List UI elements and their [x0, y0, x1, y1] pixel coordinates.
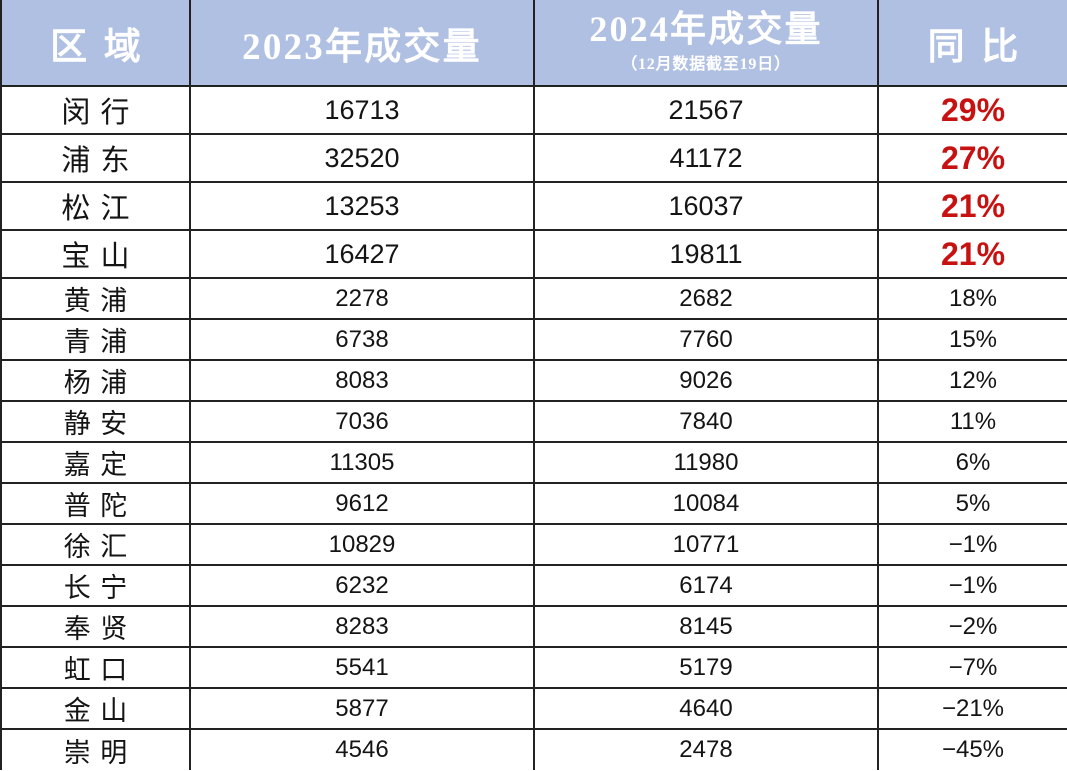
table-row: 闵行 16713 21567 29%: [0, 85, 1067, 135]
volume-2024-cell: 6174: [533, 564, 879, 607]
volume-2024-cell: 10084: [533, 482, 879, 525]
yoy-cell: −45%: [877, 728, 1067, 770]
volume-2023-cell: 5877: [189, 687, 535, 730]
yoy-cell: 29%: [877, 85, 1067, 135]
table-row: 杨浦 8083 9026 12%: [0, 359, 1067, 402]
table-row: 松江 13253 16037 21%: [0, 181, 1067, 231]
header-label-2023-volume: 2023年成交量: [242, 26, 482, 68]
yoy-cell: −7%: [877, 646, 1067, 689]
volume-2023-cell: 2278: [189, 277, 535, 320]
yoy-cell: −2%: [877, 605, 1067, 648]
volume-2023-cell: 13253: [189, 181, 535, 231]
yoy-cell: 21%: [877, 181, 1067, 231]
district-cell: 浦东: [0, 133, 191, 183]
table-row: 浦东 32520 41172 27%: [0, 133, 1067, 183]
district-cell: 虹口: [0, 646, 191, 689]
yoy-cell: 21%: [877, 229, 1067, 279]
district-cell: 金山: [0, 687, 191, 730]
table-row: 奉贤 8283 8145 −2%: [0, 605, 1067, 648]
volume-2024-cell: 2682: [533, 277, 879, 320]
header-cell-2024-volume: 2024年成交量 （12月数据截至19日）: [533, 0, 879, 87]
district-cell: 普陀: [0, 482, 191, 525]
district-cell: 宝山: [0, 229, 191, 279]
volume-2024-cell: 7760: [533, 318, 879, 361]
header-sublabel-2024-cutoff-note: （12月数据截至19日）: [621, 56, 791, 74]
district-cell: 嘉定: [0, 441, 191, 484]
volume-2023-cell: 8083: [189, 359, 535, 402]
table-row: 黄浦 2278 2682 18%: [0, 277, 1067, 320]
volume-2023-cell: 11305: [189, 441, 535, 484]
district-cell: 青浦: [0, 318, 191, 361]
header-cell-yoy: 同比: [877, 0, 1067, 87]
district-cell: 奉贤: [0, 605, 191, 648]
district-cell: 黄浦: [0, 277, 191, 320]
district-cell: 崇明: [0, 728, 191, 770]
volume-2023-cell: 16427: [189, 229, 535, 279]
district-cell: 闵行: [0, 85, 191, 135]
header-cell-district: 区域: [0, 0, 191, 87]
district-cell: 松江: [0, 181, 191, 231]
header-row: 区域 2023年成交量 2024年成交量 （12月数据截至19日） 同比: [0, 0, 1067, 87]
header-cell-2023-volume: 2023年成交量: [189, 0, 535, 87]
district-cell: 长宁: [0, 564, 191, 607]
volume-2024-cell: 19811: [533, 229, 879, 279]
volume-2024-cell: 21567: [533, 85, 879, 135]
volume-2023-cell: 5541: [189, 646, 535, 689]
district-cell: 杨浦: [0, 359, 191, 402]
volume-2023-cell: 4546: [189, 728, 535, 770]
table-row: 青浦 6738 7760 15%: [0, 318, 1067, 361]
volume-2024-cell: 2478: [533, 728, 879, 770]
table-body: 闵行 16713 21567 29% 浦东 32520 41172 27% 松江 13253 160…: [0, 85, 1067, 770]
volume-2024-cell: 9026: [533, 359, 879, 402]
yoy-cell: 18%: [877, 277, 1067, 320]
volume-2024-cell: 16037: [533, 181, 879, 231]
table-header: 区域 2023年成交量 2024年成交量 （12月数据截至19日） 同比: [0, 0, 1067, 87]
volume-2023-cell: 16713: [189, 85, 535, 135]
district-cell: 徐汇: [0, 523, 191, 566]
header-label-2024-volume: 2024年成交量: [589, 8, 823, 49]
table-row: 虹口 5541 5179 −7%: [0, 646, 1067, 689]
table-row: 普陀 9612 10084 5%: [0, 482, 1067, 525]
district-cell: 静安: [0, 400, 191, 443]
volume-2024-cell: 7840: [533, 400, 879, 443]
yoy-cell: 6%: [877, 441, 1067, 484]
volume-2024-cell: 11980: [533, 441, 879, 484]
volume-2024-cell: 4640: [533, 687, 879, 730]
yoy-cell: 5%: [877, 482, 1067, 525]
yoy-cell: 15%: [877, 318, 1067, 361]
volume-2023-cell: 7036: [189, 400, 535, 443]
volume-2024-cell: 10771: [533, 523, 879, 566]
yoy-cell: −1%: [877, 523, 1067, 566]
table-row: 长宁 6232 6174 −1%: [0, 564, 1067, 607]
volume-2023-cell: 32520: [189, 133, 535, 183]
yoy-cell: −21%: [877, 687, 1067, 730]
volume-2023-cell: 9612: [189, 482, 535, 525]
volume-2023-cell: 8283: [189, 605, 535, 648]
header-label-yoy: 同比: [927, 26, 1035, 68]
table-row: 宝山 16427 19811 21%: [0, 229, 1067, 279]
table-row: 崇明 4546 2478 −45%: [0, 728, 1067, 770]
table-row: 徐汇 10829 10771 −1%: [0, 523, 1067, 566]
volume-2024-cell: 5179: [533, 646, 879, 689]
yoy-cell: 12%: [877, 359, 1067, 402]
yoy-cell: 11%: [877, 400, 1067, 443]
yoy-cell: 27%: [877, 133, 1067, 183]
header-label-district: 区域: [50, 26, 158, 68]
table-row: 金山 5877 4640 −21%: [0, 687, 1067, 730]
table-row: 静安 7036 7840 11%: [0, 400, 1067, 443]
yoy-cell: −1%: [877, 564, 1067, 607]
volume-2024-cell: 8145: [533, 605, 879, 648]
volume-2023-cell: 6738: [189, 318, 535, 361]
volume-2024-cell: 41172: [533, 133, 879, 183]
table-row: 嘉定 11305 11980 6%: [0, 441, 1067, 484]
volume-2023-cell: 10829: [189, 523, 535, 566]
volume-2023-cell: 6232: [189, 564, 535, 607]
